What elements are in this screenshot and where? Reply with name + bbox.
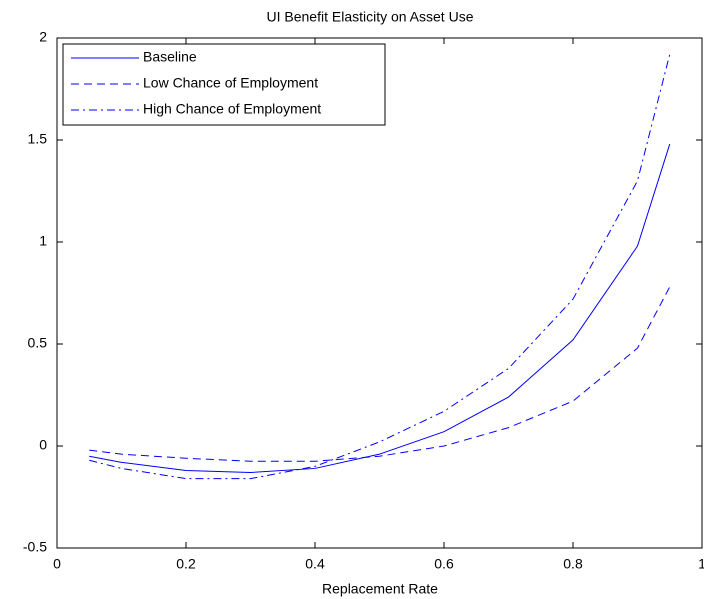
y-tick-label: -0.5 — [23, 539, 47, 555]
x-tick-label: 0.8 — [563, 556, 583, 572]
y-tick-label: 1 — [39, 233, 47, 249]
y-tick-label: 0.5 — [28, 335, 48, 351]
legend-label: High Chance of Employment — [143, 101, 321, 117]
x-tick-label: 0.2 — [176, 556, 196, 572]
chart-title: UI Benefit Elasticity on Asset Use — [267, 9, 474, 25]
y-tick-label: 0 — [39, 437, 47, 453]
y-tick-label: 1.5 — [28, 131, 48, 147]
y-tick-label: 2 — [39, 29, 47, 45]
x-axis-label: Replacement Rate — [322, 581, 438, 597]
x-tick-label: 0.6 — [434, 556, 454, 572]
plot-frame — [56, 37, 703, 549]
x-tick-label: 0 — [53, 556, 61, 572]
x-tick-label: 1 — [698, 556, 704, 572]
legend-label: Baseline — [143, 49, 197, 65]
series-line — [89, 54, 671, 480]
series-line — [89, 286, 671, 462]
legend-label: Low Chance of Employment — [143, 75, 318, 91]
series-line — [89, 143, 671, 474]
x-tick-label: 0.4 — [305, 556, 325, 572]
